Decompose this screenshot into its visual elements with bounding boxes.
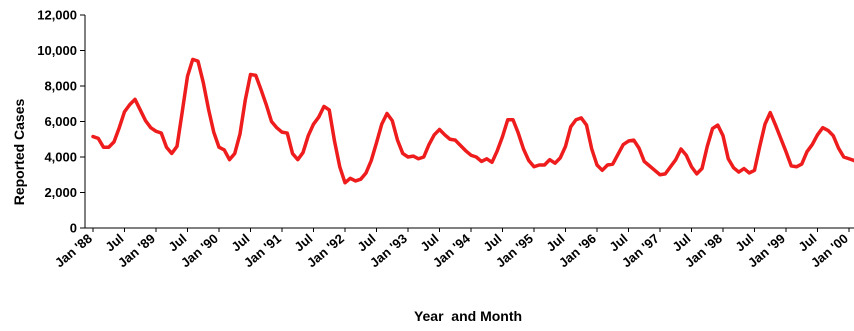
y-tick-label: 10,000 (37, 43, 77, 58)
x-tick-label: Jul (669, 231, 693, 255)
x-tick-label: Jul (165, 231, 189, 255)
y-tick-label: 0 (70, 221, 77, 236)
x-tick-label: Jan '94 (430, 230, 474, 270)
x-tick-label: Jul (228, 231, 252, 255)
y-tick-label: 6,000 (44, 114, 77, 129)
x-tick-label: Jul (543, 231, 567, 255)
x-tick-label: Jul (795, 231, 819, 255)
x-tick-label: Jul (354, 231, 378, 255)
reported-cases-line (91, 57, 854, 185)
y-axis-title: Reported Cases (11, 98, 27, 205)
x-tick-label: Jul (480, 231, 504, 255)
x-tick-label: Jul (102, 231, 126, 255)
x-tick-label: Jul (606, 231, 630, 255)
x-tick-label: Jan '88 (52, 231, 95, 271)
y-tick-label: 2,000 (44, 185, 77, 200)
x-axis-title: Year and Month (414, 308, 522, 324)
y-axis: 0 2,000 4,000 6,000 8,000 10,000 12,000 (37, 8, 86, 236)
x-tick-label: Jul (732, 231, 756, 255)
y-ticks: 0 2,000 4,000 6,000 8,000 10,000 12,000 (37, 8, 85, 236)
y-tick-label: 4,000 (44, 150, 77, 165)
x-tick-label: Jul (417, 231, 441, 255)
y-tick-label: 8,000 (44, 79, 77, 94)
series-group (91, 57, 854, 185)
x-tick-label: Jul (291, 231, 315, 255)
y-tick-label: 12,000 (37, 8, 77, 23)
